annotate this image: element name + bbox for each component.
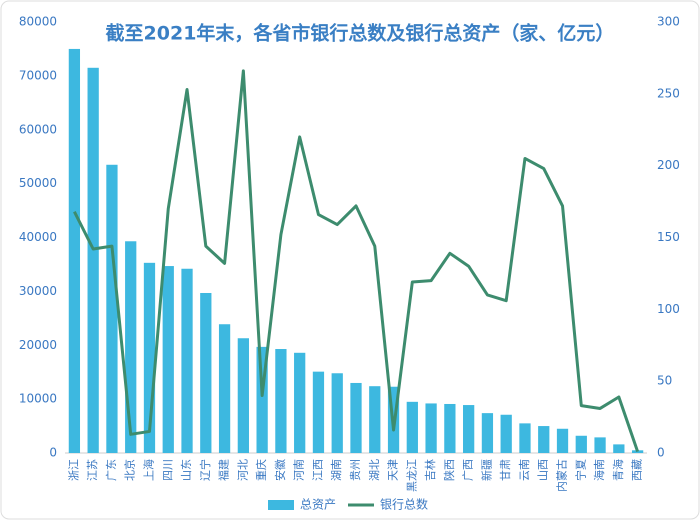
bar [125, 241, 137, 453]
bar [256, 346, 268, 453]
y-tick-label: 80000 [19, 15, 57, 29]
x-tick-label: 吉林 [423, 459, 437, 481]
x-tick-label: 浙江 [67, 459, 80, 481]
bar [444, 403, 456, 453]
x-tick-label: 北京 [123, 459, 137, 481]
x-tick-label: 重庆 [254, 459, 268, 481]
x-tick-label: 四川 [161, 459, 174, 481]
y2-tick-label: 150 [657, 230, 680, 244]
bar [406, 401, 418, 453]
x-tick-label: 贵州 [349, 459, 362, 481]
bar [350, 382, 362, 453]
y2-tick-label: 50 [657, 374, 672, 388]
x-tick-label: 江西 [311, 459, 324, 481]
bar [369, 386, 381, 453]
bar [87, 67, 99, 453]
y2-tick-label: 0 [657, 446, 665, 460]
x-tick-label: 天津 [387, 459, 400, 481]
x-tick-label: 辽宁 [198, 459, 212, 481]
x-tick-label: 甘肃 [499, 459, 512, 481]
x-tick-label: 云南 [518, 459, 531, 481]
chart-title: 截至2021年末，各省市银行总数及银行总资产（家、亿元） [106, 22, 615, 45]
x-tick-label: 黑龙江 [405, 459, 418, 492]
x-tick-label: 宁夏 [573, 459, 587, 481]
bar [275, 349, 287, 453]
x-tick-label: 湖北 [368, 459, 381, 481]
x-tick-label: 海南 [592, 459, 606, 481]
line [73, 69, 640, 453]
bar [463, 405, 475, 453]
bar [68, 48, 81, 453]
bar [594, 437, 606, 453]
bar [481, 413, 494, 453]
x-tick-label: 上海 [141, 459, 155, 481]
x-tick-label: 江苏 [86, 459, 99, 481]
y-tick-label: 70000 [19, 68, 57, 82]
bar [556, 428, 569, 453]
bar [613, 444, 625, 453]
y-tick-label: 40000 [19, 230, 57, 244]
x-tick-label: 广东 [105, 459, 118, 481]
y-tick-label: 10000 [19, 392, 57, 406]
x-tick-label: 青海 [611, 459, 625, 481]
y2-tick-label: 100 [657, 302, 680, 316]
legend-swatch [268, 500, 294, 510]
bar [218, 324, 231, 453]
bar [106, 164, 118, 454]
x-tick-label: 河北 [236, 459, 249, 481]
x-tick-label: 陕西 [442, 459, 456, 481]
bar [294, 352, 306, 453]
bar [538, 426, 550, 453]
bar [631, 450, 644, 453]
x-tick-label: 广西 [462, 459, 475, 481]
bar [237, 338, 249, 453]
y2-tick-label: 300 [657, 15, 680, 29]
bar [143, 262, 156, 453]
y-tick-label: 60000 [19, 122, 57, 136]
x-tick-label: 福建 [217, 459, 231, 481]
x-tick-label: 山西 [537, 459, 550, 481]
bar [500, 414, 512, 453]
bar [519, 423, 531, 453]
y2-tick-label: 250 [657, 86, 680, 100]
x-tick-label: 西藏 [631, 459, 644, 481]
x-tick-label: 河南 [293, 459, 306, 481]
x-tick-label: 山东 [180, 459, 193, 481]
y2-tick-label: 200 [657, 158, 680, 172]
y-tick-label: 50000 [19, 176, 57, 190]
y-tick-label: 30000 [19, 284, 57, 298]
x-tick-label: 湖南 [330, 459, 343, 481]
bar [162, 266, 174, 453]
bar [425, 403, 437, 453]
bar [200, 292, 212, 453]
legend-label: 银行总数 [380, 497, 428, 512]
y-tick-label: 20000 [19, 338, 57, 352]
bar [575, 435, 587, 453]
y-tick-label: 0 [49, 446, 57, 460]
bar [331, 373, 343, 453]
bar [312, 371, 325, 453]
x-tick-label: 内蒙古 [555, 459, 569, 492]
x-tick-label: 安徽 [273, 459, 287, 481]
x-tick-label: 新疆 [479, 459, 493, 481]
legend-label: 总资产 [300, 498, 336, 512]
bar [181, 268, 193, 453]
